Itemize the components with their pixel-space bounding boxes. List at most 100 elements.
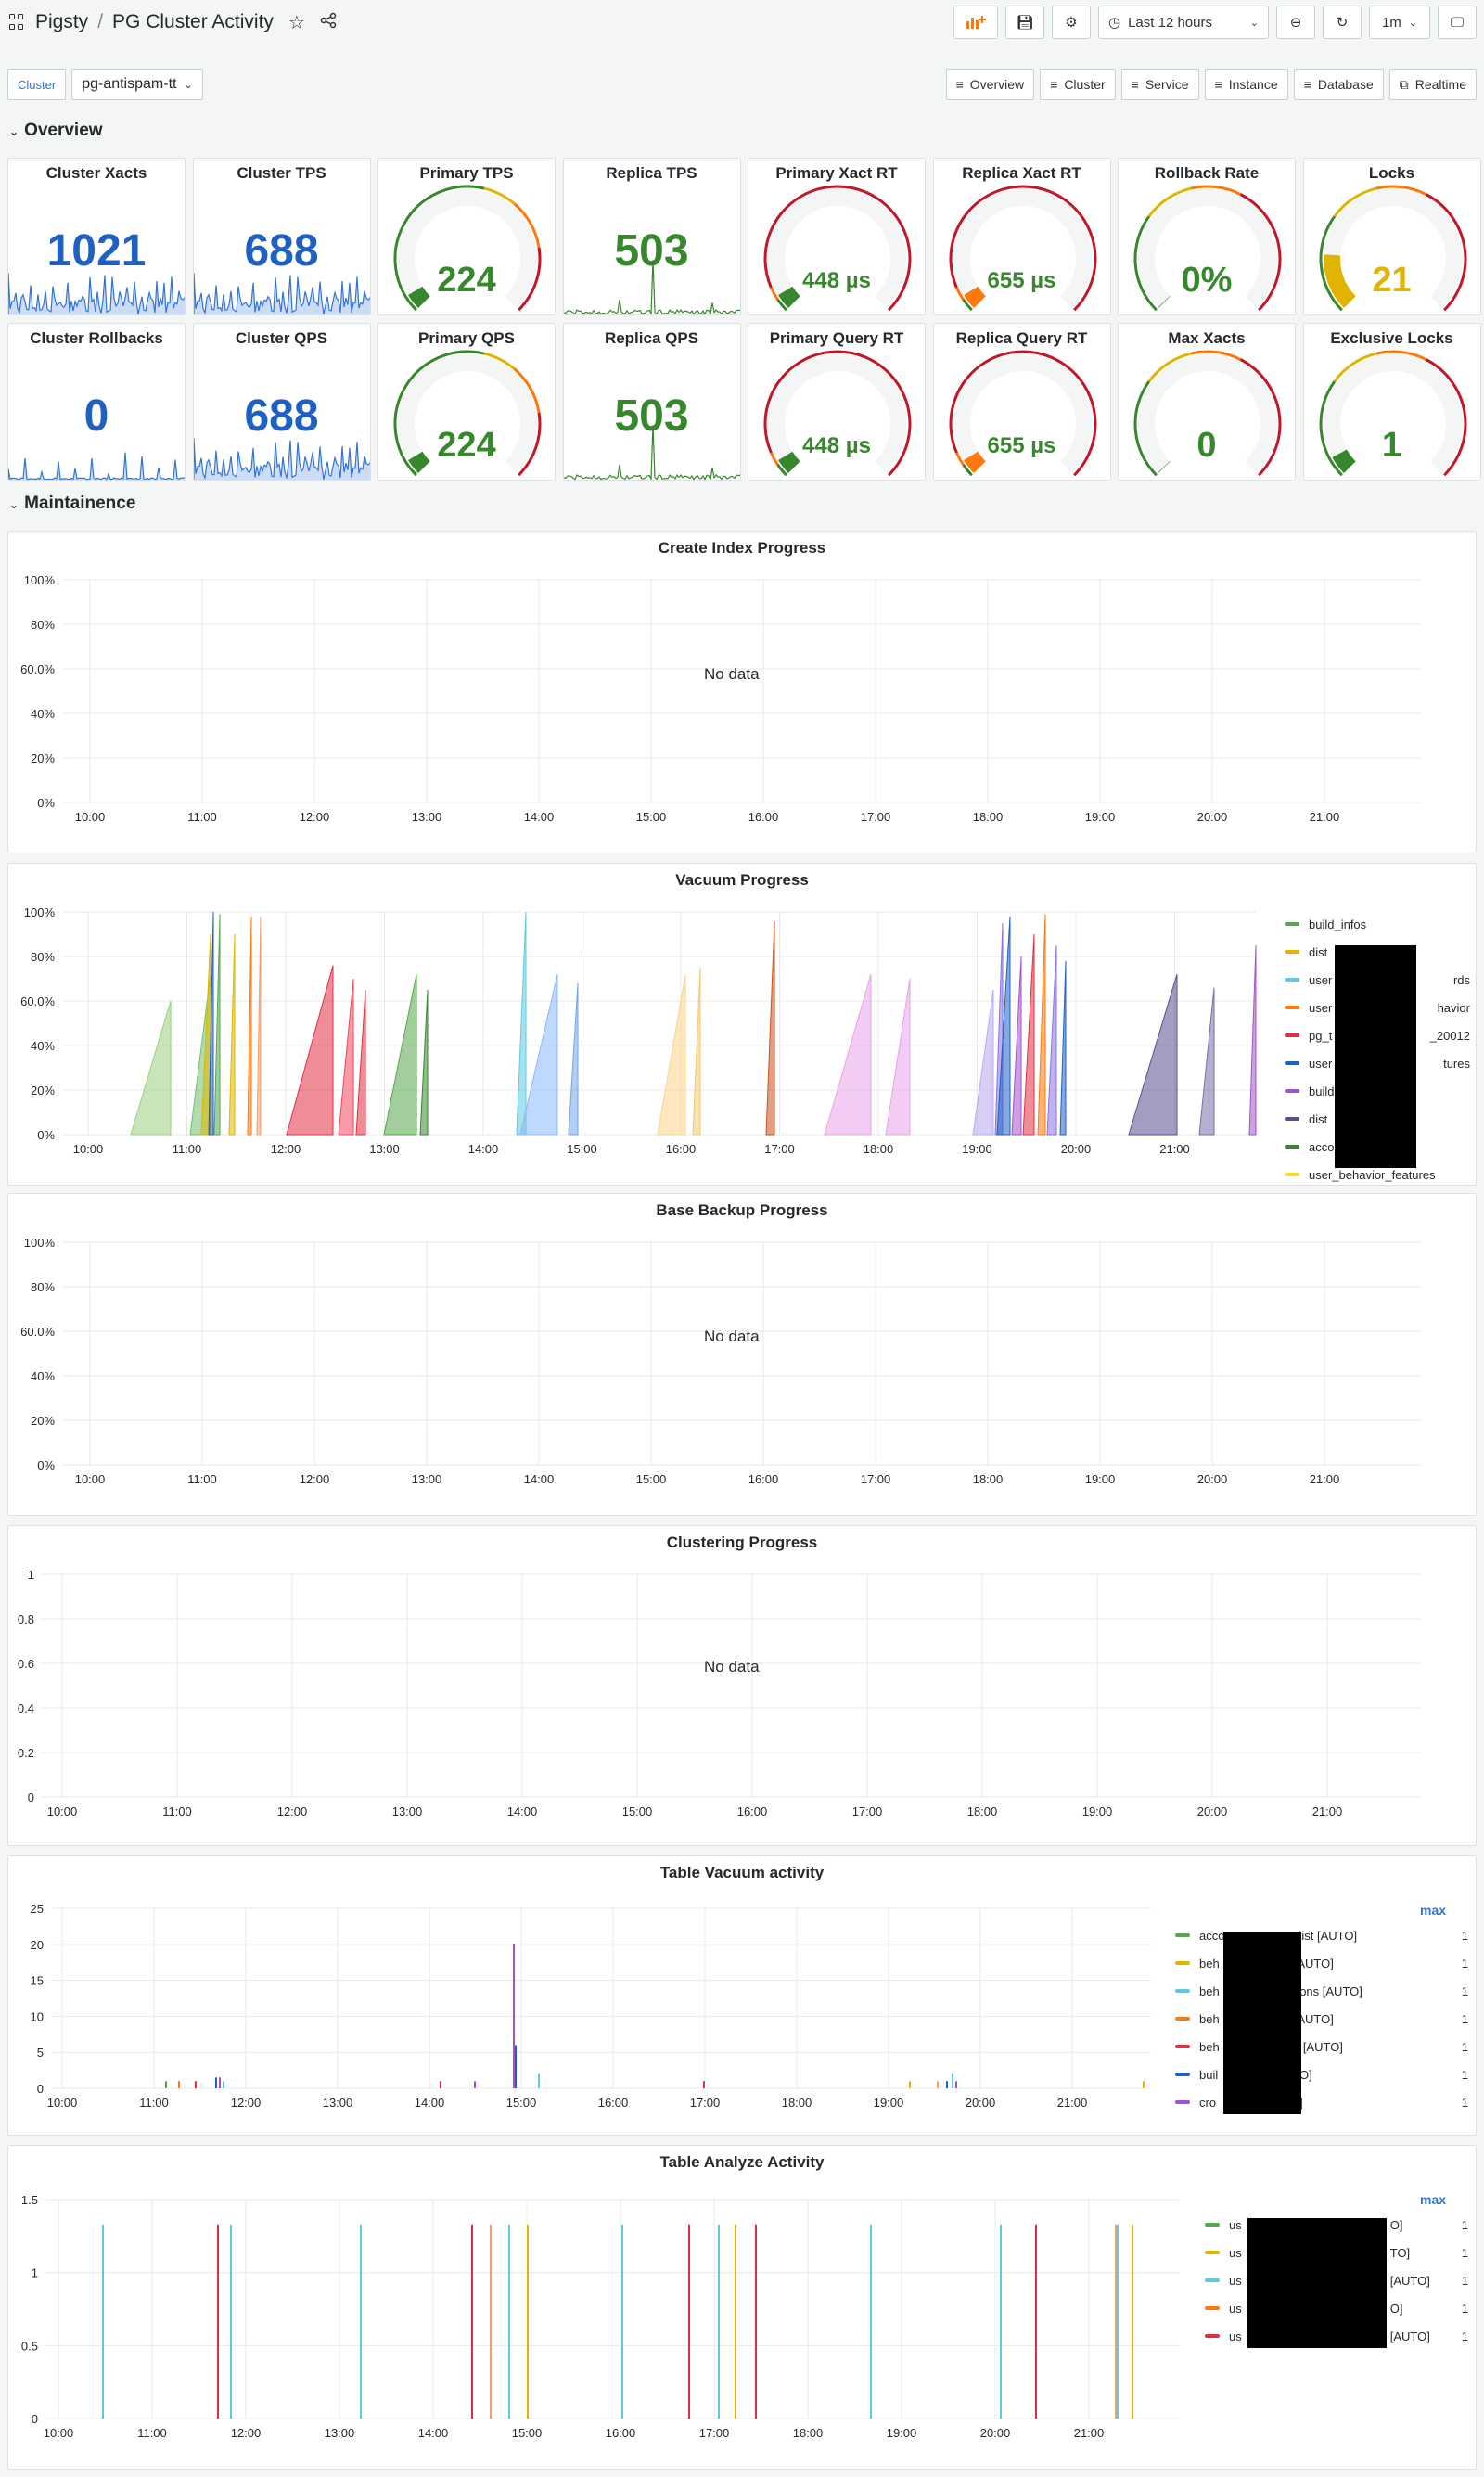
legend-item[interactable]: us O] 1 xyxy=(1205,2294,1468,2322)
replica-query-rt-stat[interactable]: Replica Query RT 655 µs xyxy=(932,323,1111,481)
legend-max-header[interactable]: max xyxy=(1420,2192,1447,2207)
add-panel-button[interactable] xyxy=(953,6,998,39)
x-tick-label: 18:00 xyxy=(864,1142,894,1156)
link-realtime-button[interactable]: ⧉ Realtime xyxy=(1388,69,1477,100)
primary-tps-stat[interactable]: Primary TPS 224 xyxy=(377,158,556,315)
save-dashboard-button[interactable]: 💾︎ xyxy=(1005,6,1044,39)
cluster-tps-stat[interactable]: Cluster TPS 688 xyxy=(192,158,371,315)
x-tick-label: 15:00 xyxy=(636,1472,667,1486)
legend-item[interactable]: user rds xyxy=(1285,966,1470,994)
apps-grid-icon[interactable] xyxy=(9,14,26,31)
stat-title: Cluster TPS xyxy=(237,164,326,182)
gauge-threshold-arc xyxy=(770,452,779,466)
legend-item[interactable]: dist xyxy=(1285,938,1470,966)
refresh-interval-label: 1m xyxy=(1381,14,1401,31)
panel-title[interactable]: Clustering Progress xyxy=(666,1534,818,1551)
link-instance-button[interactable]: ≡ Instance xyxy=(1204,69,1288,100)
settings-button[interactable]: ⚙ xyxy=(1052,6,1091,39)
legend-item[interactable]: dist xyxy=(1285,1105,1470,1133)
legend-item[interactable]: us TO] 1 xyxy=(1205,2239,1468,2266)
x-tick-label: 14:00 xyxy=(507,1804,538,1818)
legend-swatch xyxy=(1175,2017,1190,2021)
tv-mode-button[interactable]: 🖵︎ xyxy=(1438,6,1477,39)
legend-item[interactable]: user havior xyxy=(1285,994,1470,1021)
panel-title[interactable]: Vacuum Progress xyxy=(675,871,809,889)
legend-item[interactable]: beh [AUTO] 1 xyxy=(1175,1949,1468,1977)
legend-item[interactable]: beh s [AUTO] 1 xyxy=(1175,2033,1468,2060)
primary-query-rt-stat[interactable]: Primary Query RT 448 µs xyxy=(748,323,926,481)
panel-title[interactable]: Create Index Progress xyxy=(658,539,826,557)
legend-label: us xyxy=(1229,2273,1242,2288)
breadcrumb-folder[interactable]: Pigsty xyxy=(35,11,89,32)
zoom-out-button[interactable]: ⊖ xyxy=(1276,6,1315,39)
legend-item[interactable]: buil TO] 1 xyxy=(1175,2060,1468,2088)
legend-item[interactable]: user tures xyxy=(1285,1049,1470,1077)
star-icon[interactable]: ☆ xyxy=(288,12,305,33)
legend-item[interactable]: user_behavior_features xyxy=(1285,1161,1470,1185)
link-cluster-button[interactable]: ≡ Cluster xyxy=(1040,69,1116,100)
max-xacts-stat[interactable]: Max Xacts 0 xyxy=(1118,323,1296,481)
vacuum-progress-area xyxy=(657,974,686,1136)
replica-xact-rt-stat[interactable]: Replica Xact RT 655 µs xyxy=(932,158,1111,315)
legend-label: user_behavior_features xyxy=(1309,1167,1436,1182)
legend-swatch xyxy=(1285,1089,1299,1093)
y-tick-label: 60.0% xyxy=(20,1325,55,1339)
primary-qps-stat[interactable]: Primary QPS 224 xyxy=(377,323,556,481)
legend-item[interactable]: build_infos xyxy=(1285,910,1470,938)
cluster-rollbacks-stat[interactable]: Cluster Rollbacks 0 xyxy=(7,323,186,481)
panel-title[interactable]: Table Analyze Activity xyxy=(659,2153,825,2171)
x-tick-label: 15:00 xyxy=(636,810,667,824)
dashboard-title[interactable]: PG Cluster Activity xyxy=(112,11,274,32)
legend-item[interactable]: beh tions [AUTO] 1 xyxy=(1175,1977,1468,2005)
stat-value: 688 xyxy=(244,391,319,441)
row-overview[interactable]: ⌄ Overview xyxy=(9,121,103,141)
monitor-icon: 🖵︎ xyxy=(1450,14,1465,31)
cluster-qps-stat[interactable]: Cluster QPS 688 xyxy=(192,323,371,481)
exclusive-locks-stat[interactable]: Exclusive Locks 1 xyxy=(1302,323,1481,481)
panel-title[interactable]: Table Vacuum activity xyxy=(659,1864,825,1881)
y-tick-label: 1 xyxy=(32,2266,38,2280)
replica-tps-stat[interactable]: Replica TPS 503 xyxy=(562,158,741,315)
legend-max-value: 1 xyxy=(1461,2301,1468,2316)
share-icon[interactable] xyxy=(320,12,337,33)
row-maintenance[interactable]: ⌄ Maintainence xyxy=(9,494,135,514)
cluster-variable-select[interactable]: pg-antispam-tt ⌄ xyxy=(71,69,203,100)
legend-item[interactable]: croO]1 xyxy=(1175,2088,1468,2116)
stat-value: 0% xyxy=(1181,261,1233,300)
rollback-rate-stat[interactable]: Rollback Rate 0% xyxy=(1118,158,1296,315)
x-tick-label: 17:00 xyxy=(699,2426,730,2440)
link-overview-button[interactable]: ≡ Overview xyxy=(945,69,1035,100)
x-tick-label: 13:00 xyxy=(369,1142,400,1156)
stat-value: 448 µs xyxy=(802,268,871,293)
link-database-button[interactable]: ≡ Database xyxy=(1293,69,1384,100)
time-picker-button[interactable]: ◷ Last 12 hours ⌄ xyxy=(1098,6,1269,39)
link-service-button[interactable]: ≡ Service xyxy=(1120,69,1199,100)
gauge-track xyxy=(398,189,537,309)
y-tick-label: 40% xyxy=(31,707,55,721)
legend-item[interactable]: us O] 1 xyxy=(1205,2211,1468,2239)
gauge-track xyxy=(953,189,1093,309)
legend-max-header[interactable]: max xyxy=(1420,1903,1447,1918)
cluster-xacts-stat[interactable]: Cluster Xacts 1021 xyxy=(7,158,186,315)
refresh-button[interactable]: ↻ xyxy=(1323,6,1362,39)
legend-item[interactable]: beh [AUTO] 1 xyxy=(1175,2005,1468,2033)
legend-item[interactable]: pg_t _20012 xyxy=(1285,1021,1470,1049)
link-label: Realtime xyxy=(1414,77,1466,92)
gauge-threshold-arc xyxy=(518,412,542,477)
legend-item[interactable]: acco xyxy=(1285,1133,1470,1161)
x-tick-label: 20:00 xyxy=(966,2096,996,2110)
locks-stat[interactable]: Locks 21 xyxy=(1302,158,1481,315)
bars-icon: ≡ xyxy=(1303,77,1311,92)
x-tick-label: 15:00 xyxy=(512,2426,543,2440)
replica-qps-stat[interactable]: Replica QPS 503 xyxy=(562,323,741,481)
redaction-box xyxy=(1335,945,1416,1168)
legend-item[interactable]: acco list [AUTO] 1 xyxy=(1175,1921,1468,1949)
legend-swatch xyxy=(1175,1933,1190,1937)
legend-item[interactable]: build xyxy=(1285,1077,1470,1105)
refresh-interval-picker[interactable]: 1m ⌄ xyxy=(1369,6,1430,39)
panel-title[interactable]: Base Backup Progress xyxy=(656,1201,828,1219)
primary-xact-rt-stat[interactable]: Primary Xact RT 448 µs xyxy=(748,158,926,315)
create-index-chart: 100% 80% 60.0% 40% 20% 0% 10:00 11:00 12:00 13:00… xyxy=(20,573,1420,824)
legend-item[interactable]: us [AUTO] 1 xyxy=(1205,2322,1468,2350)
legend-item[interactable]: us [AUTO] 1 xyxy=(1205,2266,1468,2294)
